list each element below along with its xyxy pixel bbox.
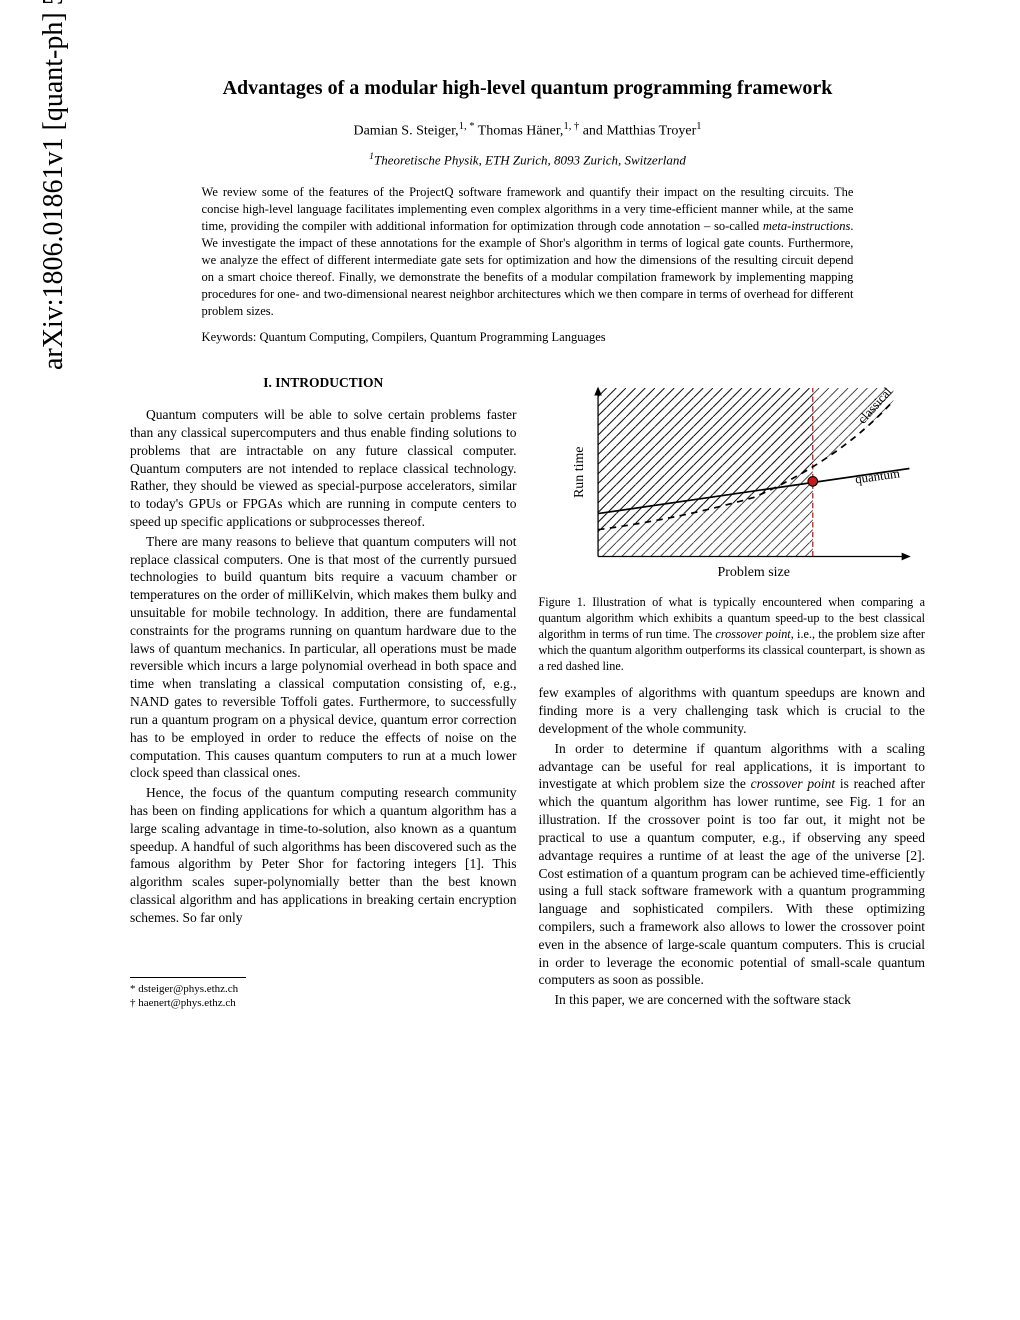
svg-text:quantum: quantum	[854, 467, 901, 487]
right-para-3: In this paper, we are concerned with the…	[539, 991, 926, 1009]
left-para-2: There are many reasons to believe that q…	[130, 533, 517, 782]
figure-1-svg: Problem sizeRun timeclassicalquantum	[539, 366, 926, 586]
two-column-body: I. INTRODUCTION Quantum computers will b…	[130, 366, 925, 1011]
footnote-2: † haenert@phys.ethz.ch	[130, 996, 517, 1010]
abstract-text: We review some of the features of the Pr…	[202, 185, 854, 317]
left-para-3: Hence, the focus of the quantum computin…	[130, 784, 517, 927]
arxiv-stamp: arXiv:1806.01861v1 [quant-ph] 5 Jun 2018	[35, 0, 73, 370]
svg-text:Problem size: Problem size	[717, 565, 789, 580]
footnote-rule	[130, 977, 246, 978]
authors-line: Damian S. Steiger,1, * Thomas Häner,1, †…	[130, 120, 925, 142]
left-column: I. INTRODUCTION Quantum computers will b…	[130, 366, 517, 1011]
footnote-1: * dsteiger@phys.ethz.ch	[130, 982, 517, 996]
left-para-1: Quantum computers will be able to solve …	[130, 406, 517, 531]
figure-1-caption: Figure 1. Illustration of what is typica…	[539, 595, 926, 674]
right-para-2: In order to determine if quantum algorit…	[539, 740, 926, 989]
right-column: Problem sizeRun timeclassicalquantum Fig…	[539, 366, 926, 1011]
svg-text:Run time: Run time	[572, 447, 587, 499]
page: arXiv:1806.01861v1 [quant-ph] 5 Jun 2018…	[0, 0, 1020, 1320]
section-1-heading: I. INTRODUCTION	[130, 374, 517, 392]
figure-1: Problem sizeRun timeclassicalquantum Fig…	[539, 366, 926, 674]
right-para-1: few examples of algorithms with quantum …	[539, 684, 926, 737]
abstract: We review some of the features of the Pr…	[202, 184, 854, 319]
keywords-line: Keywords: Quantum Computing, Compilers, …	[202, 329, 854, 346]
affiliation-line: 1Theoretische Physik, ETH Zurich, 8093 Z…	[130, 150, 925, 169]
paper-title: Advantages of a modular high-level quant…	[130, 75, 925, 102]
